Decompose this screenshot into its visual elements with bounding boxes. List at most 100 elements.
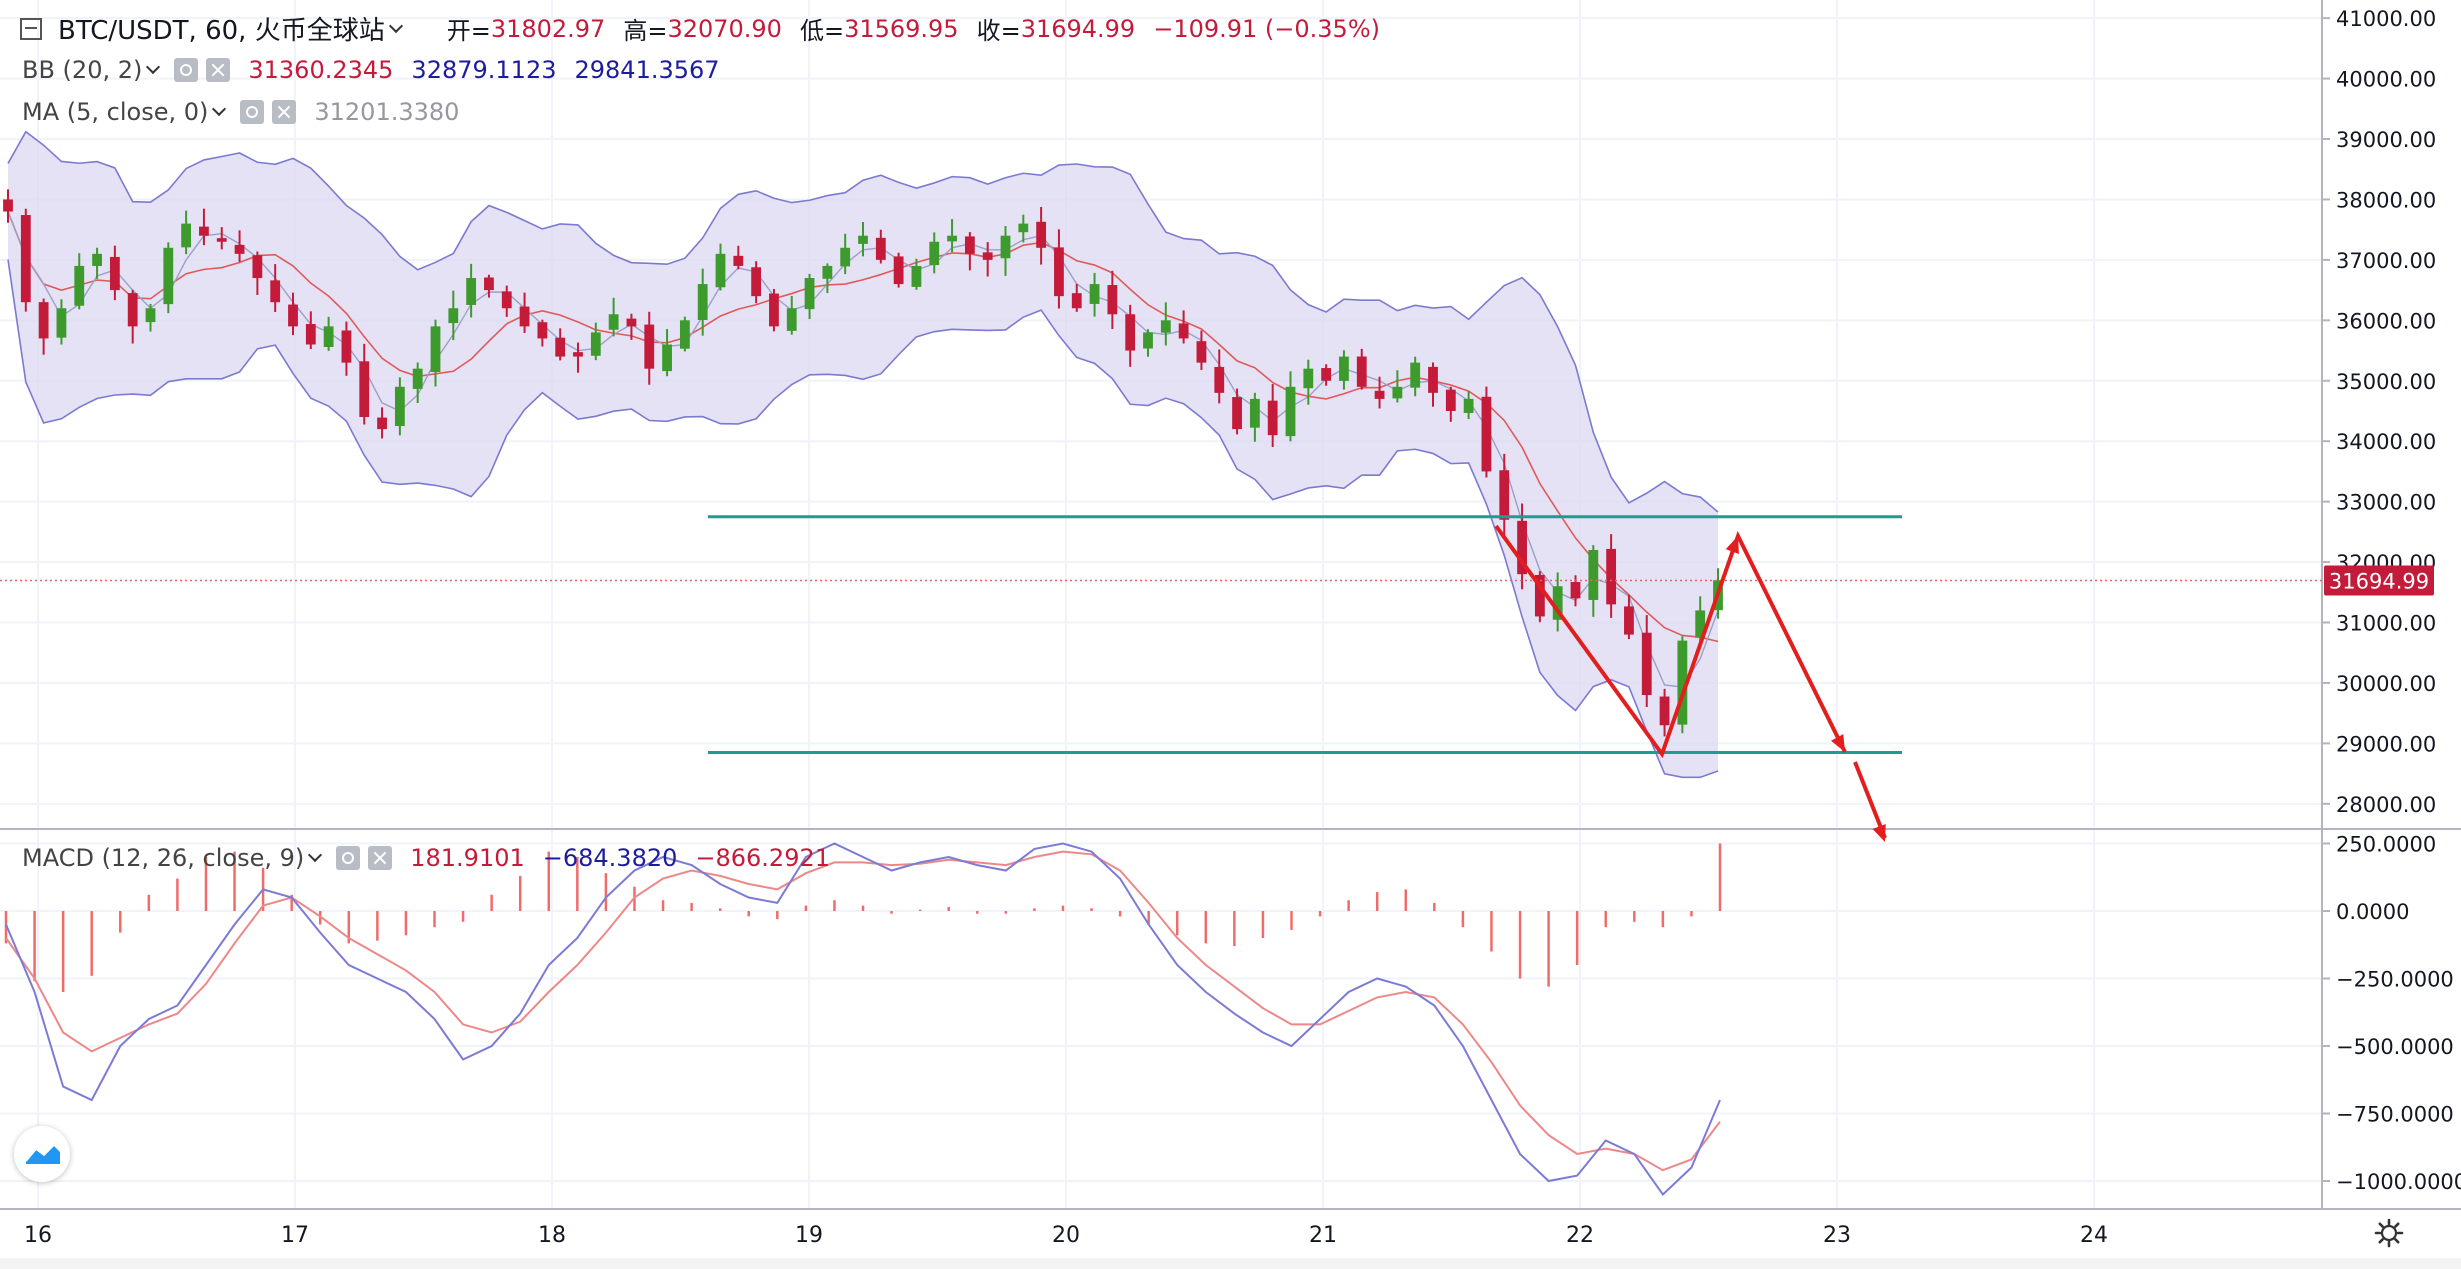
macd-line-value: −684.3820	[542, 844, 678, 872]
time-tick-label: 21	[1309, 1223, 1337, 1248]
price-tick-label: 38000.00	[2336, 188, 2436, 212]
eye-icon[interactable]	[336, 846, 361, 870]
bb-upper-value: 32879.1123	[411, 56, 557, 84]
price-tick-label: 39000.00	[2336, 128, 2436, 152]
candle-body	[394, 386, 405, 427]
candle-body	[1606, 548, 1617, 605]
macd-line	[5, 842, 1721, 1197]
time-axis: 16 17 18 19 20 21 22 23 24	[24, 1223, 2108, 1248]
eye-icon[interactable]	[174, 58, 199, 82]
candle-body	[804, 278, 815, 310]
price-tick-label: 35000.00	[2336, 370, 2436, 394]
price-tick-label: 33000.00	[2336, 491, 2436, 515]
bb-basis-value: 31360.2345	[248, 56, 394, 84]
tradingview-logo-icon[interactable]	[14, 1126, 70, 1182]
candle-body	[163, 247, 174, 305]
candle-body	[1410, 362, 1421, 388]
close-icon[interactable]	[368, 846, 393, 870]
candle-body	[216, 238, 227, 242]
candle-body	[911, 265, 922, 287]
candle-body	[644, 324, 655, 369]
price-tick-label: 28000.00	[2336, 793, 2436, 817]
price-badge-label: 31694.99	[2329, 570, 2429, 594]
arrow-head	[1830, 734, 1845, 752]
candle-body	[1463, 398, 1474, 413]
candle-body	[1588, 549, 1599, 600]
candle-body	[519, 306, 530, 327]
candle-body	[1374, 390, 1385, 399]
candle-body	[199, 226, 209, 236]
candle-body	[875, 237, 886, 260]
macd-axis: 250.0000 0.0000 −250.0000 −500.0000 −750.000…	[2322, 833, 2461, 1194]
candle-body	[1303, 368, 1314, 389]
chevron-down-icon[interactable]	[212, 101, 227, 117]
candle-body	[769, 293, 779, 327]
candle-body	[929, 241, 940, 266]
close-icon[interactable]	[272, 100, 297, 124]
price-badge: 31694.99	[2324, 565, 2434, 596]
candle-body	[74, 265, 85, 306]
collapse-icon[interactable]	[20, 17, 42, 40]
candle-body	[1143, 332, 1153, 349]
candle-body	[1196, 341, 1207, 363]
macd-legend: MACD (12, 26, close, 9) 181.9101 −684.38…	[22, 844, 848, 872]
candle-body	[145, 308, 156, 323]
annotation-arrows	[1494, 524, 1887, 842]
macd-pane	[4, 842, 1722, 1197]
candle-body	[840, 247, 851, 267]
candle-body	[893, 256, 904, 285]
candle-body	[252, 255, 263, 279]
bb-upper-line	[7, 130, 1719, 513]
candle-body	[1018, 223, 1029, 233]
candle-body	[109, 256, 120, 291]
candle-body	[92, 253, 102, 266]
close-value: 31694.99	[1020, 14, 1136, 43]
ma-legend: MA (5, close, 0) 31201.3380	[22, 98, 477, 126]
candle-body	[679, 320, 690, 349]
candle-body	[3, 199, 13, 212]
time-tick-label: 20	[1052, 1223, 1080, 1248]
candle-body	[1641, 632, 1652, 696]
macd-label[interactable]: MACD (12, 26, close, 9)	[22, 844, 305, 872]
ma-label[interactable]: MA (5, close, 0)	[22, 98, 209, 126]
eye-icon[interactable]	[240, 100, 265, 124]
chevron-down-icon[interactable]	[308, 847, 323, 863]
macd-tick-label: 250.0000	[2336, 833, 2436, 857]
candle-body	[1534, 574, 1545, 617]
bb-label[interactable]: BB (20, 2)	[22, 56, 143, 84]
price-axis: 41000.00 40000.00 39000.00 38000.00 37000.00…	[2322, 7, 2436, 817]
candle-body	[1178, 323, 1189, 339]
close-icon[interactable]	[206, 58, 231, 82]
change-value: −109.91 (−0.35%)	[1153, 14, 1380, 43]
chevron-down-icon[interactable]	[388, 18, 403, 33]
candle-body	[537, 322, 548, 339]
candle-body	[964, 236, 975, 254]
candle-body	[305, 324, 316, 345]
candle-body	[786, 308, 797, 331]
candle-body	[1695, 610, 1706, 638]
candle-body	[341, 330, 352, 363]
candle-body	[982, 252, 993, 260]
candle-body	[590, 332, 601, 356]
candle-body	[1036, 221, 1047, 248]
low-value: 31569.95	[844, 14, 959, 43]
high-value: 32070.90	[667, 14, 782, 43]
bb-legend: BB (20, 2) 31360.2345 32879.1123 29841.3…	[22, 56, 738, 84]
candle-body	[38, 302, 49, 339]
price-badge-bg	[2324, 565, 2434, 596]
candle-body	[234, 244, 245, 254]
bb-lower-line	[7, 259, 1719, 779]
chevron-down-icon[interactable]	[146, 59, 161, 75]
candle-body	[466, 278, 477, 305]
macd-tick-label: 0.0000	[2336, 900, 2409, 924]
candle-body	[377, 417, 387, 430]
open-value: 31802.97	[490, 14, 606, 43]
candle-body	[1000, 235, 1011, 259]
price-tick-label: 41000.00	[2336, 7, 2436, 31]
symbol-title[interactable]: BTC/USDT, 60, 火币全球站	[58, 16, 385, 46]
gear-icon[interactable]	[2374, 1218, 2404, 1248]
candle-body	[430, 326, 441, 373]
candle-body	[323, 326, 334, 347]
